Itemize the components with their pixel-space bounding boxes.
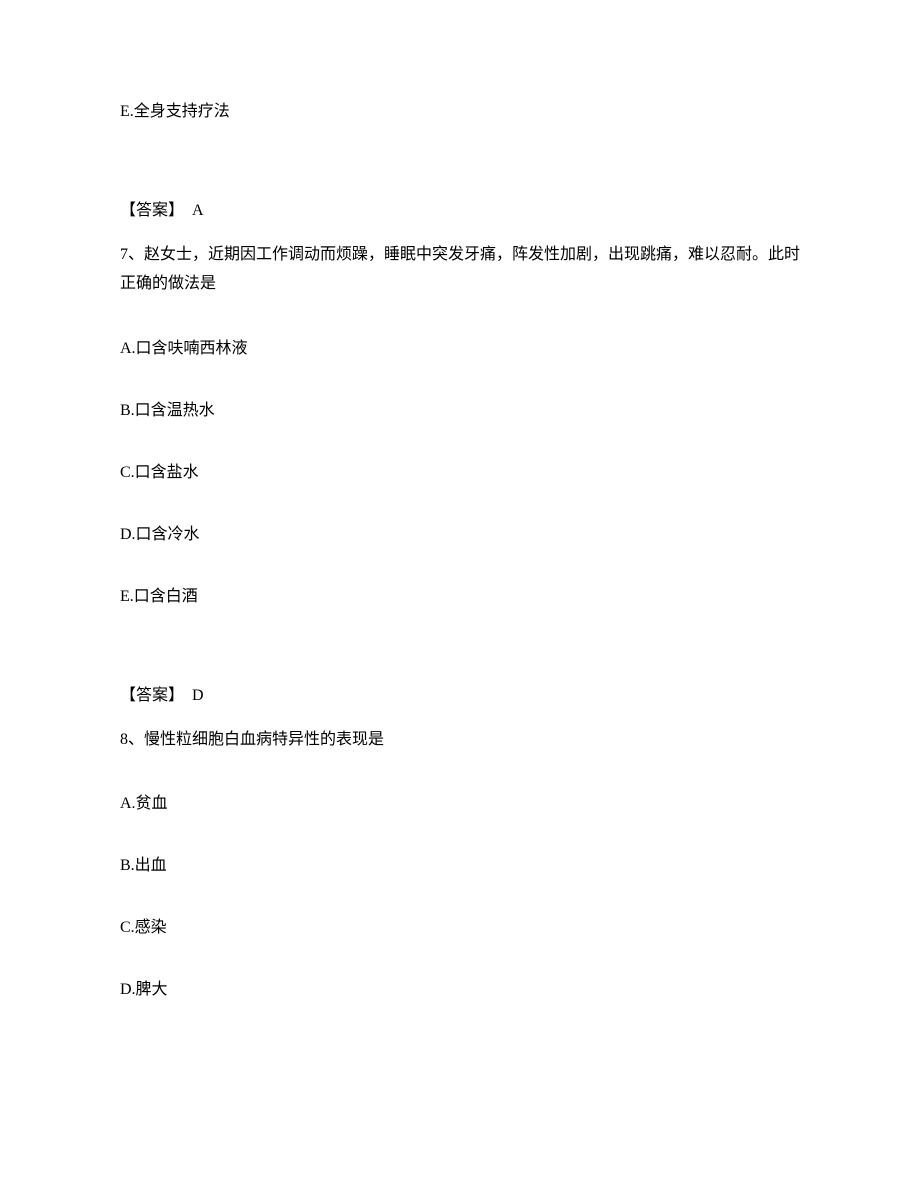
question-text: 8、慢性粒细胞白血病特异性的表现是 (120, 731, 384, 748)
answer-value: A (192, 202, 204, 219)
q8-option-a: A.贫血 (120, 792, 800, 816)
q8-question: 8、慢性粒细胞白血病特异性的表现是 (120, 726, 800, 755)
answer-label: 【答案】 (120, 687, 184, 704)
option-text: A.贫血 (120, 795, 168, 812)
option-text: B.出血 (120, 857, 167, 874)
answer-label: 【答案】 (120, 202, 184, 219)
q6-answer: 【答案】 A (120, 199, 800, 223)
q7-option-c: C.口含盐水 (120, 461, 800, 485)
option-text: C.口含盐水 (120, 464, 199, 481)
option-text: E.口含白酒 (120, 588, 198, 605)
answer-value: D (192, 687, 204, 704)
question-text: 7、赵女士，近期因工作调动而烦躁，睡眠中突发牙痛，阵发性加剧，出现跳痛，难以忍耐… (120, 246, 800, 292)
option-text: A.口含呋喃西林液 (120, 340, 248, 357)
q8-option-d: D.脾大 (120, 978, 800, 1002)
q7-option-a: A.口含呋喃西林液 (120, 337, 800, 361)
option-text: D.口含冷水 (120, 526, 200, 543)
option-text: B.口含温热水 (120, 402, 215, 419)
q7-option-e: E.口含白酒 (120, 585, 800, 609)
option-text: E.全身支持疗法 (120, 103, 230, 120)
q8-option-c: C.感染 (120, 916, 800, 940)
q8-option-b: B.出血 (120, 854, 800, 878)
q7-question: 7、赵女士，近期因工作调动而烦躁，睡眠中突发牙痛，阵发性加剧，出现跳痛，难以忍耐… (120, 241, 800, 299)
q7-option-d: D.口含冷水 (120, 523, 800, 547)
option-text: D.脾大 (120, 981, 168, 998)
q6-option-e: E.全身支持疗法 (120, 100, 800, 124)
q7-option-b: B.口含温热水 (120, 399, 800, 423)
q7-answer: 【答案】 D (120, 684, 800, 708)
option-text: C.感染 (120, 919, 167, 936)
